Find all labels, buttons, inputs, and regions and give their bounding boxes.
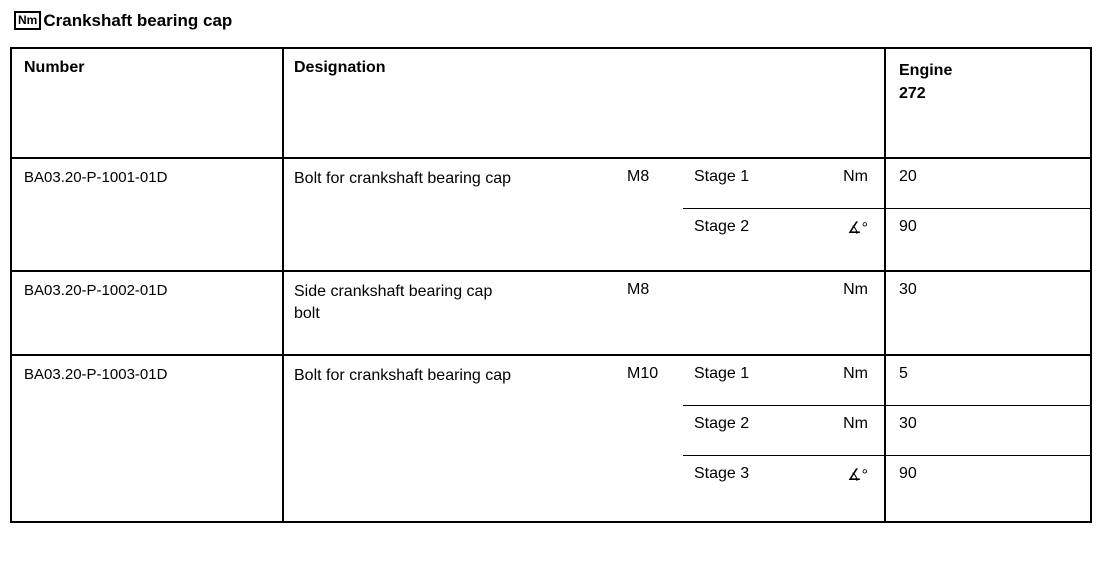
torque-nm-icon: Nm xyxy=(14,11,42,30)
stage-row: Stage 1 Nm xyxy=(683,356,884,406)
stage-label: Stage 1 xyxy=(694,365,750,382)
header-designation: Designation xyxy=(284,49,886,157)
stage-unit: Nm xyxy=(843,365,868,382)
part-number: BA03.20-P-1003-01D xyxy=(12,356,284,521)
stage-row: Nm xyxy=(683,272,884,322)
header-engine-label: Engine xyxy=(899,62,953,79)
header-number: Number xyxy=(12,49,284,157)
table-header-row: Number Designation Engine 272 xyxy=(12,49,1090,157)
torque-spec-table: Number Designation Engine 272 BA03.20-P-… xyxy=(10,47,1092,523)
engine-values-cell: 5 30 90 xyxy=(886,356,1090,521)
stage-label: Stage 1 xyxy=(694,168,750,185)
table-row: BA03.20-P-1003-01D Bolt for crankshaft b… xyxy=(12,354,1090,521)
stage-unit: Nm xyxy=(843,281,868,298)
designation-text: Bolt for crankshaft bearing cap xyxy=(294,367,512,384)
designation-text: Side crankshaft bearing cap bolt xyxy=(294,283,493,322)
header-engine-code: 272 xyxy=(899,85,926,102)
torque-value: 20 xyxy=(886,159,1090,209)
stage-row: Stage 1 Nm xyxy=(683,159,884,209)
torque-value: 30 xyxy=(886,406,1090,456)
part-number: BA03.20-P-1002-01D xyxy=(12,272,284,354)
stage-row: Stage 2 ∡° xyxy=(683,209,884,259)
stage-row: Stage 3 ∡° xyxy=(683,456,884,506)
engine-values-cell: 20 90 xyxy=(886,159,1090,270)
torque-value: 30 xyxy=(899,281,917,298)
stage-label: Stage 3 xyxy=(694,465,750,482)
part-number: BA03.20-P-1001-01D xyxy=(12,159,284,270)
table-row: BA03.20-P-1002-01D Side crankshaft beari… xyxy=(12,270,1090,354)
stage-label: Stage 2 xyxy=(694,218,750,235)
designation-cell: Side crankshaft bearing cap bolt M8 Nm xyxy=(284,272,886,354)
designation-cell: Bolt for crankshaft bearing cap M10 Stag… xyxy=(284,356,886,521)
torque-value: 90 xyxy=(899,218,917,235)
page-title: Crankshaft bearing cap xyxy=(43,11,233,30)
stage-label: Stage 2 xyxy=(694,415,750,432)
stages-list: Stage 1 Nm Stage 2 ∡° xyxy=(683,159,884,259)
stage-unit: Nm xyxy=(843,168,868,185)
section-title-row: Nm Crankshaft bearing cap xyxy=(14,10,1120,31)
stage-unit: ∡° xyxy=(847,467,868,484)
manual-page: Nm Crankshaft bearing cap Number Designa… xyxy=(10,10,1120,523)
stage-unit: Nm xyxy=(843,415,868,432)
stages-list: Stage 1 Nm Stage 2 Nm Stage 3 ∡° xyxy=(683,356,884,506)
engine-values-cell: 30 xyxy=(886,272,1090,354)
header-engine: Engine 272 xyxy=(886,49,1090,157)
thread-size: M8 xyxy=(627,168,650,185)
thread-size: M8 xyxy=(627,281,650,298)
torque-value: 90 xyxy=(899,465,917,482)
stages-list: Nm xyxy=(683,272,884,322)
table-row: BA03.20-P-1001-01D Bolt for crankshaft b… xyxy=(12,157,1090,270)
designation-text: Bolt for crankshaft bearing cap xyxy=(294,170,512,187)
torque-value: 5 xyxy=(886,356,1090,406)
thread-size: M10 xyxy=(627,365,659,382)
designation-cell: Bolt for crankshaft bearing cap M8 Stage… xyxy=(284,159,886,270)
stage-row: Stage 2 Nm xyxy=(683,406,884,456)
stage-unit: ∡° xyxy=(847,220,868,237)
